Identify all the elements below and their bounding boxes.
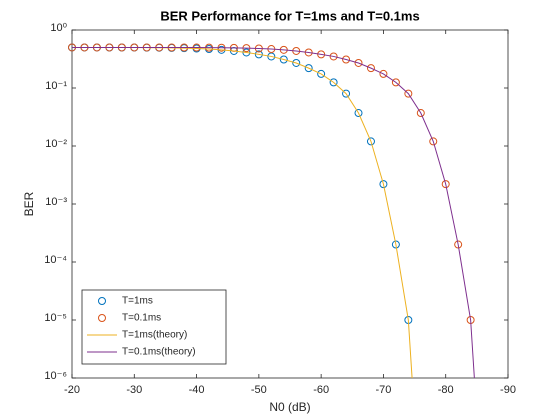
marker — [441, 180, 450, 189]
marker — [329, 78, 338, 87]
y-tick-label: 10⁻¹ — [45, 80, 67, 92]
y-axis-label: BER — [22, 191, 36, 216]
legend-label: T=0.1ms(theory) — [122, 347, 196, 358]
y-tick-label: 10⁻² — [45, 138, 67, 150]
marker — [292, 58, 301, 67]
marker — [342, 55, 351, 64]
marker — [317, 50, 326, 59]
legend-label: T=1ms — [122, 296, 153, 307]
y-tick-label: 10⁻³ — [45, 196, 67, 208]
marker — [379, 180, 388, 189]
marker — [254, 50, 263, 59]
y-tick-label: 10⁻⁵ — [44, 312, 67, 324]
x-tick-label: -80 — [438, 384, 454, 396]
x-axis-label: N0 (dB) — [269, 400, 310, 414]
marker — [329, 52, 338, 61]
marker — [354, 58, 363, 67]
chart-title: BER Performance for T=1ms and T=0.1ms — [160, 8, 419, 23]
legend-label: T=1ms(theory) — [122, 330, 187, 341]
x-tick-label: -70 — [375, 384, 391, 396]
marker — [404, 89, 413, 98]
marker — [366, 64, 375, 73]
marker — [342, 89, 351, 98]
y-tick-label: 10⁻⁴ — [44, 254, 67, 266]
marker — [391, 78, 400, 87]
marker — [379, 69, 388, 78]
marker — [366, 137, 375, 146]
marker — [354, 109, 363, 118]
marker — [454, 240, 463, 249]
marker — [429, 137, 438, 146]
y-tick-label: 10⁰ — [50, 22, 67, 34]
x-tick-label: -40 — [189, 384, 205, 396]
y-tick-label: 10⁻⁶ — [44, 370, 67, 382]
marker — [304, 64, 313, 73]
legend-marker — [98, 314, 106, 322]
marker — [317, 69, 326, 78]
marker — [391, 240, 400, 249]
x-tick-label: -30 — [126, 384, 142, 396]
legend-marker — [98, 297, 106, 305]
x-tick-label: -20 — [64, 384, 80, 396]
marker — [279, 55, 288, 64]
x-tick-label: -50 — [251, 384, 267, 396]
legend-label: T=0.1ms — [122, 313, 161, 324]
marker — [416, 109, 425, 118]
x-tick-label: -90 — [500, 384, 516, 396]
line — [72, 46, 475, 379]
x-tick-label: -60 — [313, 384, 329, 396]
